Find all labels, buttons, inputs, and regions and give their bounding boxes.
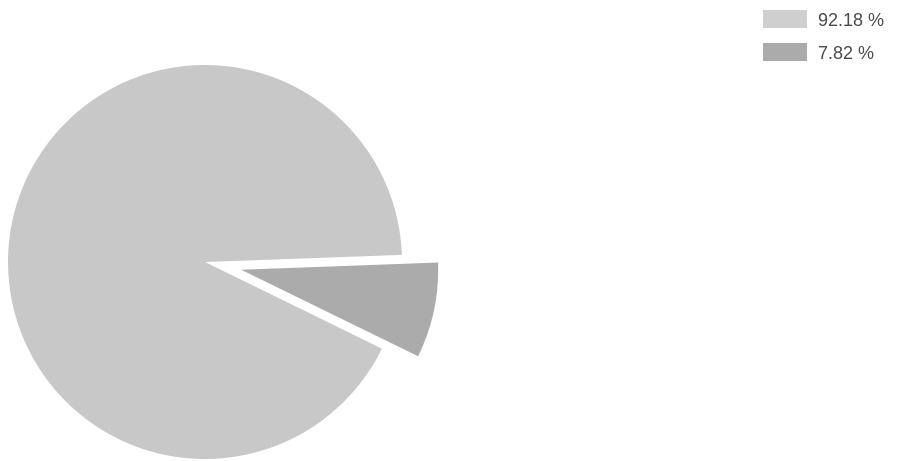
pie-slice-1 [8,64,402,459]
pie-slices [8,64,439,459]
pie-slice-2 [241,262,439,357]
legend-swatch-1 [763,10,807,28]
legend-entry-2: 7.82 % [763,43,874,63]
legend-swatch-2 [763,43,807,61]
legend-label-1: 92.18 % [818,10,884,30]
legend: 92.18 % 7.82 % [763,10,884,63]
legend-entry-1: 92.18 % [763,10,884,30]
legend-label-2: 7.82 % [818,43,874,63]
